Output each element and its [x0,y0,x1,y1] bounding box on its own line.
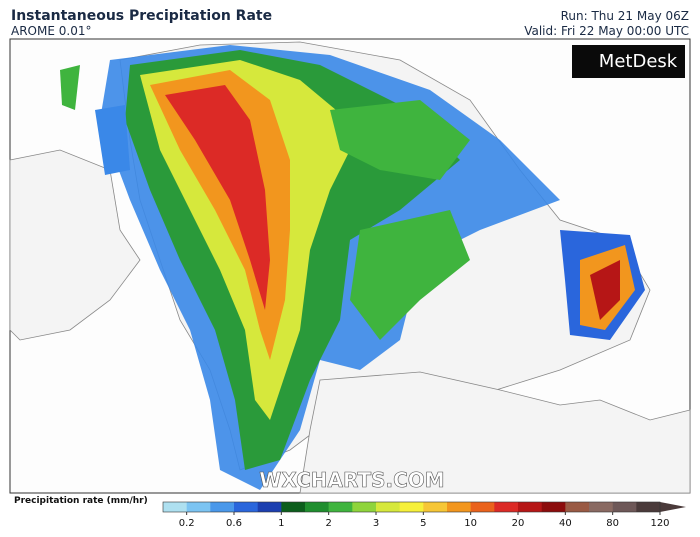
colorbar-tick-label: 2 [325,518,331,529]
colorbar-tick-label: 3 [373,518,379,529]
colorbar-segment [589,502,613,512]
valid-time: Valid: Fri 22 May 00:00 UTC [524,24,689,38]
colorbar-segment [612,502,637,512]
colorbar-segment [399,502,424,512]
logo-box [572,45,685,78]
run-time: Run: Thu 21 May 06Z [561,9,689,23]
colorbar: 0.2 0.6 1 2 3 5 10 20 40 80 120 [162,501,686,529]
colorbar-segment [305,502,329,512]
colorbar-tick-label: 10 [464,518,477,529]
colorbar-segment [636,502,661,512]
colorbar-segment [565,502,590,512]
colorbar-tick-label: 40 [559,518,572,529]
colorbar-segment [376,502,400,512]
colorbar-segment [447,502,471,512]
precipitation [60,45,645,490]
colorbar-tick-label: 1 [278,518,284,529]
logo: MetDesk [599,51,678,72]
colorbar-segment [423,502,448,512]
colorbar-tick-label: 5 [420,518,426,529]
colorbar-segment [518,502,542,512]
colorbar-tick-label: 0.6 [226,518,242,529]
colorbar-tick-label: 120 [650,518,669,529]
colorbar-segment [234,502,258,512]
watermark: WXCHARTS.COM [259,468,444,492]
colorbar-tick-label: 20 [512,518,525,529]
legend-label: Precipitation rate (mm/hr) [14,496,148,506]
colorbar-segment [541,502,566,512]
colorbar-tick-label: 80 [606,518,619,529]
colorbar-segment [281,502,306,512]
colorbar-segment [163,502,187,512]
colorbar-segment [210,502,235,512]
colorbar-segment [470,502,495,512]
map: MetDesk WXCHARTS.COM [9,38,691,494]
colorbar-segment [352,502,377,512]
title: Instantaneous Precipitation Rate [11,8,272,24]
colorbar-arrow [660,502,686,512]
colorbar-segment [494,502,519,512]
colorbar-segment [328,502,353,512]
colorbar-segment [257,502,282,512]
colorbar-segment [186,502,211,512]
colorbar-tick-label: 0.2 [179,518,195,529]
colorbar-frame [162,501,661,513]
model: AROME 0.01° [11,24,91,38]
